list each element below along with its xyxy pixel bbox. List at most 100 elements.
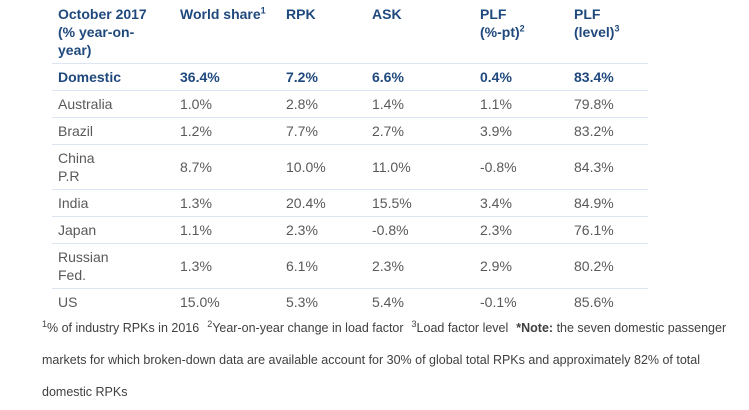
cell: 1.4% [366,90,474,118]
footnote-text: % of industry RPKs in 2016 [47,321,200,335]
cell: 15.5% [366,189,474,217]
cell: 2.9% [474,243,568,289]
cell: 36.4% [174,63,280,91]
header-text: (% year-on- [58,24,135,40]
cell: 10.0% [280,144,366,190]
table-row: Domestic 36.4% 7.2% 6.6% 0.4% 83.4% [52,63,648,91]
cell: 2.3% [366,243,474,289]
header-cell: RPK [280,2,366,64]
cell: 2.3% [280,216,366,244]
footnotes: 1% of industry RPKs in 2016 2Year-on-year… [42,312,742,408]
cell: 11.0% [366,144,474,190]
cell: 79.8% [568,90,648,118]
header-cell: ASK [366,2,474,64]
superscript: 1 [260,5,266,16]
row-label: Australia [52,90,174,118]
cell: 80.2% [568,243,648,289]
cell: 1.3% [174,189,280,217]
cell: 5.4% [366,288,474,315]
label-text: Domestic [58,69,122,85]
label-text: India [58,195,89,211]
header-text: World share [180,6,261,22]
cell: 3.9% [474,117,568,145]
header-cell: World share1 [174,2,280,64]
row-label: US [52,288,174,315]
cell: 2.7% [366,117,474,145]
header-text: PLF [480,6,507,22]
footnote-mark: 2 [207,318,213,329]
table-row: US 15.0% 5.3% 5.4% -0.1% 85.6% [52,288,648,315]
cell: -0.1% [474,288,568,315]
row-label: Japan [52,216,174,244]
footnote-text: Year-on-year change in load factor [212,321,404,335]
label-text: China [58,150,95,166]
cell: 1.1% [474,90,568,118]
table-body: Domestic 36.4% 7.2% 6.6% 0.4% 83.4% Australia 1… [52,63,648,315]
header-text: RPK [286,6,316,22]
cell: 15.0% [174,288,280,315]
cell: 1.0% [174,90,280,118]
header-text: (level) [574,24,615,40]
footnote-text: the seven domestic passenger markets for… [42,321,727,399]
cell: 84.9% [568,189,648,217]
cell: 7.7% [280,117,366,145]
header-cell: PLF (level)3 [568,2,648,64]
table-row: Russian Fed. 1.3% 6.1% 2.3% 2.9% 80.2% [52,243,648,289]
superscript: 2 [519,23,525,34]
footnote: 3Load factor level [411,318,509,335]
cell: 3.4% [474,189,568,217]
label-text: Fed. [58,267,87,283]
label-text: Russian [58,249,109,265]
cell: -0.8% [366,216,474,244]
header-cell: PLF (%-pt)2 [474,2,568,64]
data-table: October 2017 (% year-on-year) World share1… [52,2,648,315]
cell: 7.2% [280,63,366,91]
cell: 1.1% [174,216,280,244]
label-text: US [58,294,78,310]
footnote-mark: *Note: [516,321,554,335]
table-row: India 1.3% 20.4% 15.5% 3.4% 84.9% [52,189,648,217]
cell: 20.4% [280,189,366,217]
cell: 85.6% [568,288,648,315]
header-row: October 2017 (% year-on-year) World share1… [52,2,648,64]
footnote-text: Load factor level [416,321,509,335]
cell: 83.2% [568,117,648,145]
cell: 6.1% [280,243,366,289]
footnote: *Note: the seven domestic passenger mark… [42,321,726,399]
footnote-mark: 3 [411,318,417,329]
cell: -0.8% [474,144,568,190]
cell: 1.3% [174,243,280,289]
header-text: ASK [372,6,402,22]
row-label: Russian Fed. [52,243,174,289]
cell: 0.4% [474,63,568,91]
row-label: Domestic [52,63,174,91]
header-text: October 2017 [58,6,147,22]
header-text: (%-pt) [480,24,520,40]
header-cell: October 2017 (% year-on-year) [52,2,174,64]
row-label: India [52,189,174,217]
label-text: P.R [58,168,80,184]
label-text: Japan [58,222,97,238]
cell: 76.1% [568,216,648,244]
cell: 8.7% [174,144,280,190]
row-label: China P.R [52,144,174,190]
cell: 83.4% [568,63,648,91]
cell: 1.2% [174,117,280,145]
cell: 2.3% [474,216,568,244]
table-row: Australia 1.0% 2.8% 1.4% 1.1% 79.8% [52,90,648,118]
footnote-mark: 1 [42,318,48,329]
footnote: 1% of industry RPKs in 2016 [42,318,200,335]
table-row: Japan 1.1% 2.3% -0.8% 2.3% 76.1% [52,216,648,244]
cell: 6.6% [366,63,474,91]
cell: 84.3% [568,144,648,190]
row-label: Brazil [52,117,174,145]
footnote: 2Year-on-year change in load factor [207,318,404,335]
table-row: Brazil 1.2% 7.7% 2.7% 3.9% 83.2% [52,117,648,145]
label-text: Australia [58,96,113,112]
header-text: PLF [574,6,601,22]
cell: 5.3% [280,288,366,315]
cell: 2.8% [280,90,366,118]
header-text: year) [58,42,92,58]
superscript: 3 [614,23,620,34]
